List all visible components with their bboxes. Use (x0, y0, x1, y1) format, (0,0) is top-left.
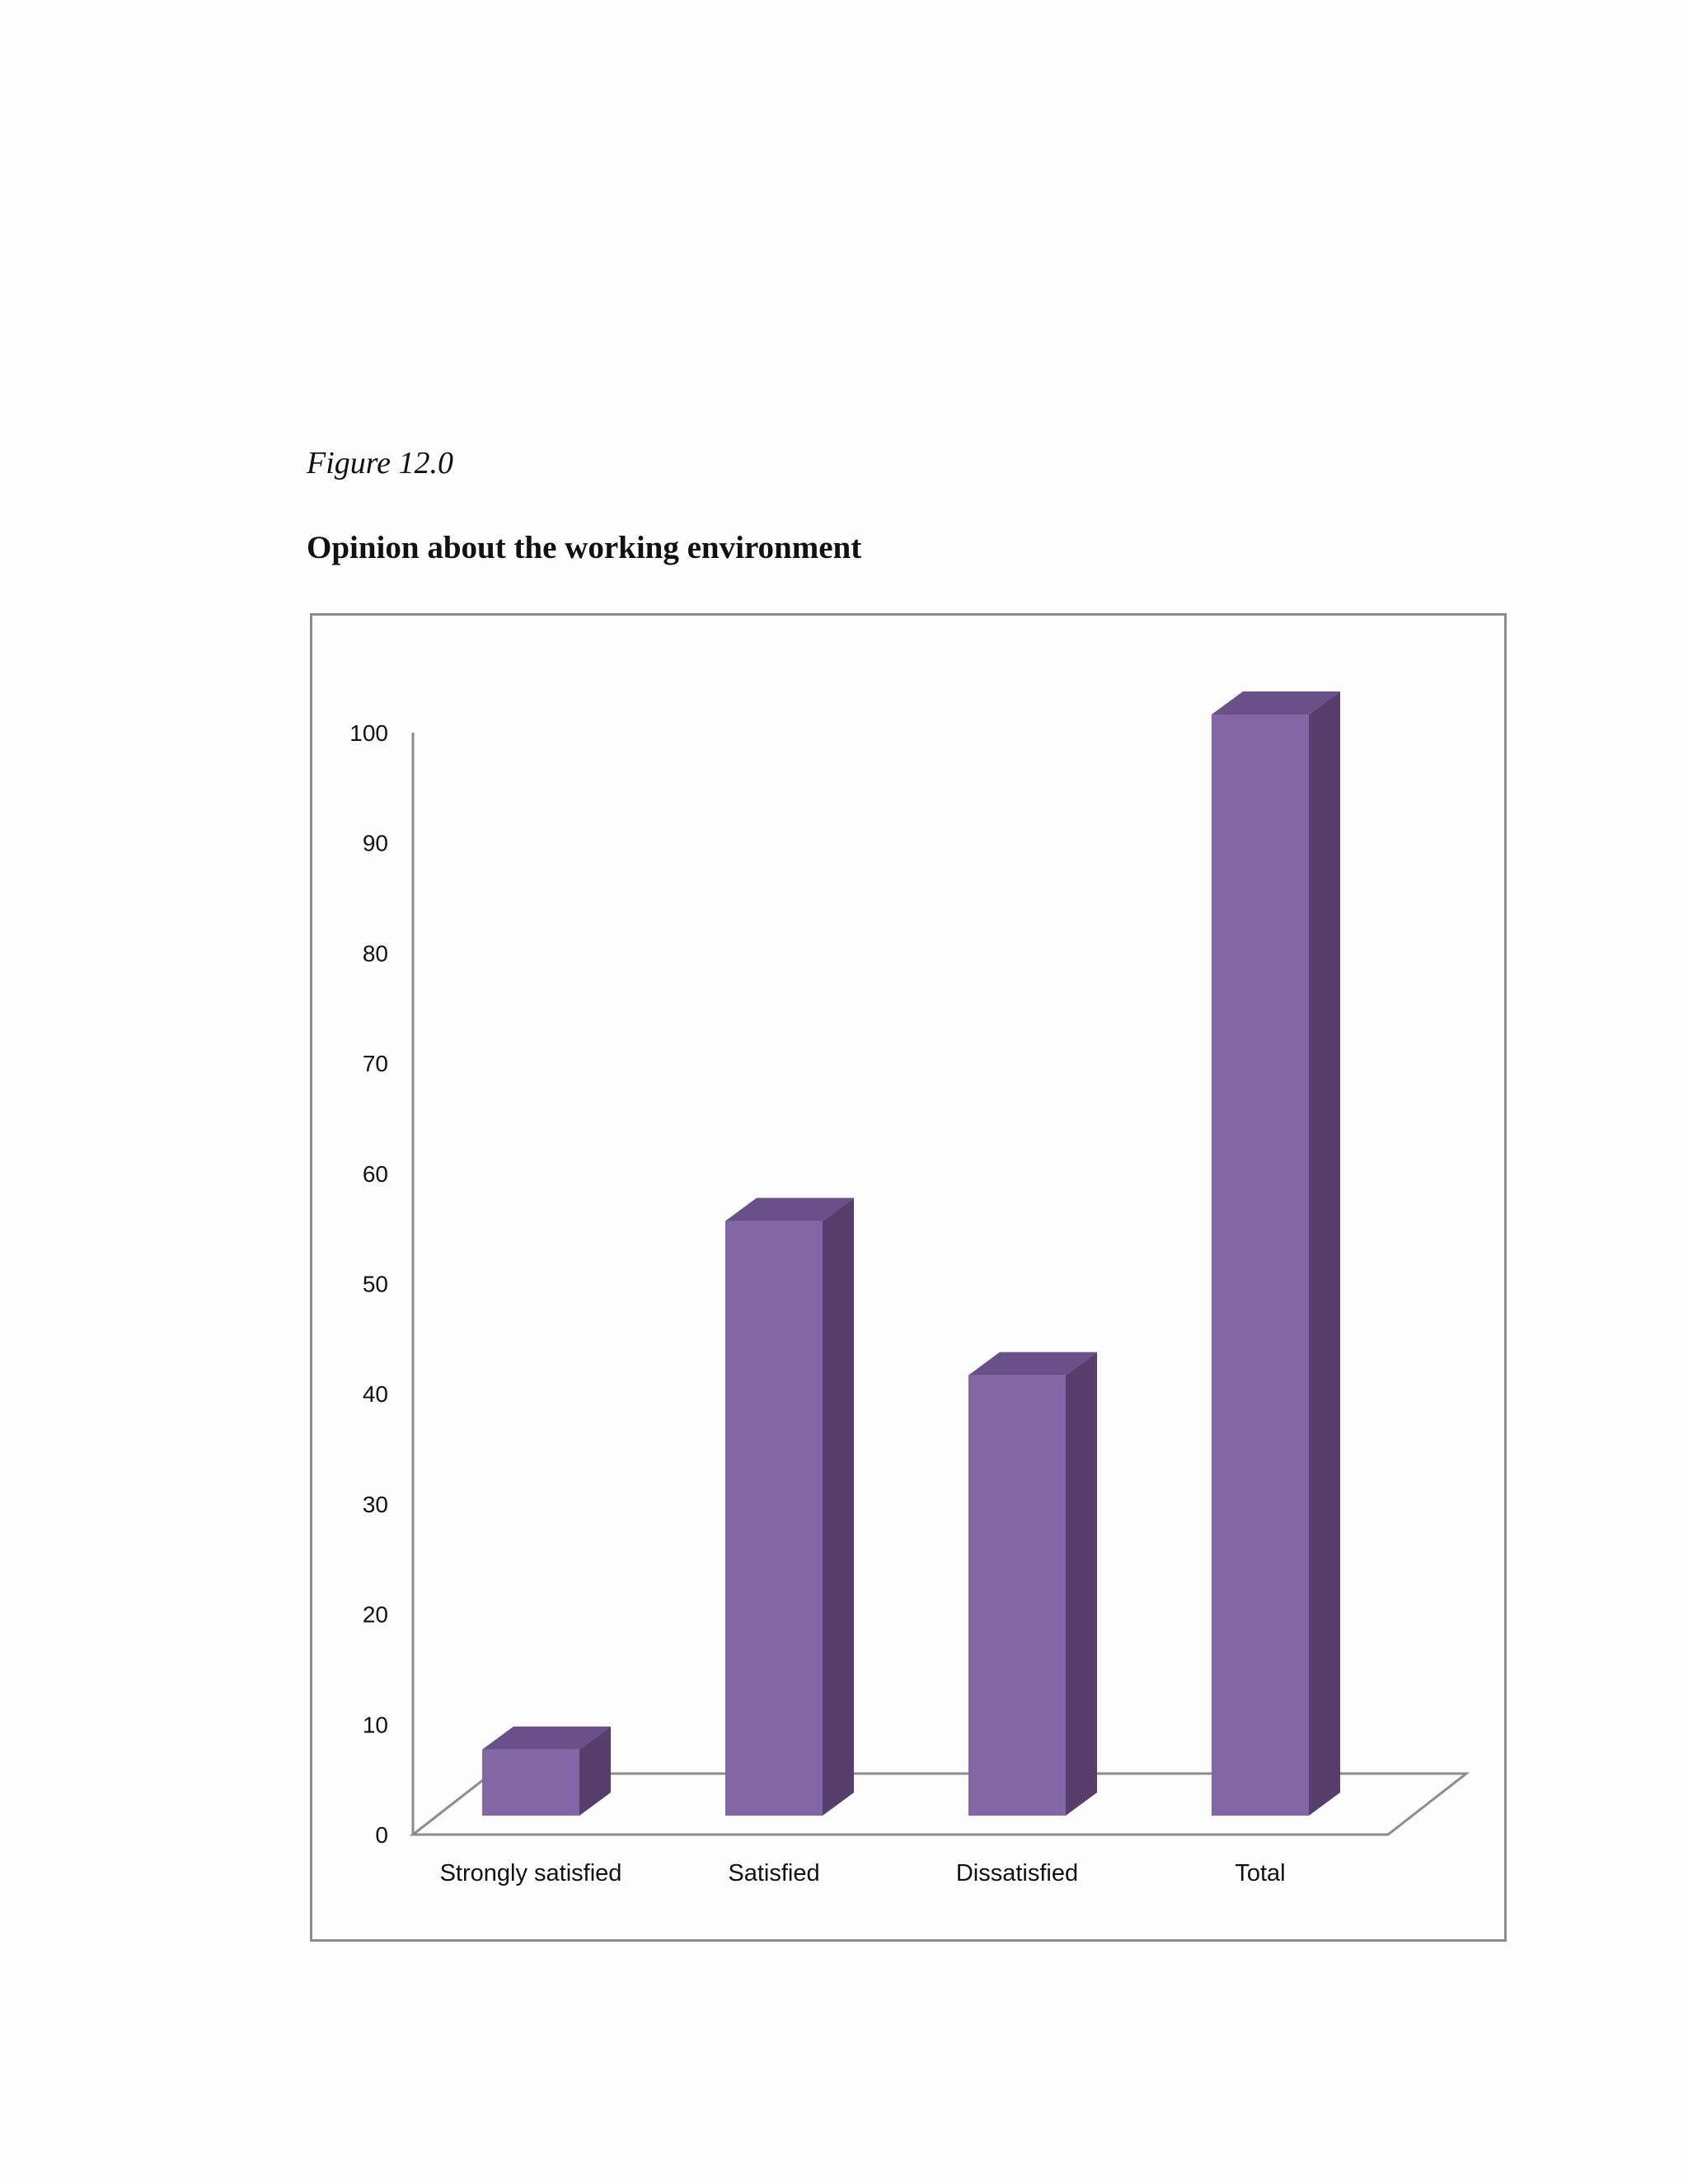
bar-side (1309, 691, 1340, 1816)
y-tick-label: 70 (363, 1051, 388, 1076)
y-tick-label: 0 (375, 1822, 388, 1848)
chart-frame: 0 10 20 30 40 50 60 70 80 90 100 Strongly satisfie… (310, 613, 1507, 1942)
figure-label: Figure 12.0 (307, 446, 454, 480)
chart-floor (409, 1772, 1470, 1836)
bar-top (482, 1726, 611, 1750)
bar-side (579, 1726, 611, 1816)
y-tick-labels: 0 10 20 30 40 50 60 70 80 90 100 (349, 720, 388, 1848)
bar-front (482, 1749, 579, 1816)
bar-front (1212, 715, 1309, 1816)
bar (968, 1352, 1097, 1816)
floor-outline (409, 1772, 1470, 1836)
category-label: Strongly satisfied (440, 1860, 622, 1886)
y-tick-label: 30 (363, 1492, 388, 1517)
category-label: Dissatisfied (956, 1860, 1078, 1886)
bar-front (968, 1375, 1066, 1816)
bar-side (1066, 1352, 1097, 1816)
bar-top (968, 1352, 1097, 1376)
y-tick-label: 80 (363, 940, 388, 966)
category-label: Total (1235, 1860, 1285, 1886)
bar-top (725, 1197, 854, 1221)
bar-side (823, 1197, 854, 1816)
category-label: Satisfied (728, 1860, 819, 1886)
y-tick-label: 40 (363, 1381, 388, 1407)
bar (1212, 691, 1340, 1816)
bar-chart: 0 10 20 30 40 50 60 70 80 90 100 Strongly satisfie… (349, 691, 1470, 1886)
bars (482, 691, 1340, 1816)
bar (482, 1726, 611, 1816)
figure-title: Opinion about the working environment (307, 530, 862, 565)
y-tick-label: 50 (363, 1272, 388, 1297)
y-tick-label: 60 (363, 1161, 388, 1187)
category-labels: Strongly satisfied Satisfied Dissatisfied T… (440, 1860, 1286, 1886)
y-tick-label: 20 (363, 1602, 388, 1628)
y-tick-label: 10 (363, 1712, 388, 1737)
bar-top (1212, 691, 1340, 715)
y-tick-label: 100 (349, 720, 388, 746)
bar-front (725, 1221, 823, 1816)
bar (725, 1197, 854, 1816)
y-tick-label: 90 (363, 831, 388, 856)
